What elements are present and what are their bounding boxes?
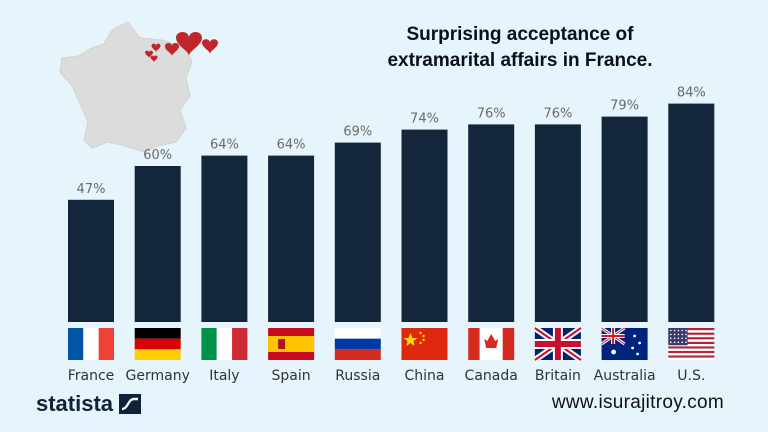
value-label-germany: 60% xyxy=(143,148,172,163)
value-labels-group: 47% 60% 64% 64% 69% 74% 76% 76% 79% 84% xyxy=(77,86,706,197)
website-url: www.isurajitroy.com xyxy=(551,392,724,413)
category-label-france: France xyxy=(68,368,115,384)
bar-china xyxy=(401,129,448,322)
category-label-britain: Britain xyxy=(535,368,581,384)
category-label-italy: Italy xyxy=(209,368,239,384)
value-label-france: 47% xyxy=(77,182,106,197)
category-label-germany: Germany xyxy=(126,368,190,384)
value-label-italy: 64% xyxy=(210,138,239,153)
bar-canada xyxy=(468,124,515,323)
britain-flag-icon xyxy=(533,325,583,363)
australia-flag-icon xyxy=(600,326,648,360)
bar-spain xyxy=(268,155,315,322)
value-label-britain: 76% xyxy=(543,106,572,121)
bar-australia xyxy=(601,116,648,322)
category-label-russia: Russia xyxy=(335,368,380,384)
category-label-u-s: U.S. xyxy=(677,368,705,384)
bar-italy xyxy=(201,155,248,322)
statista-logo: statista xyxy=(36,391,142,417)
flags-group xyxy=(68,325,715,363)
chart-title: Surprising acceptance of extramarital af… xyxy=(340,22,700,74)
category-label-china: China xyxy=(405,368,445,384)
bar-russia xyxy=(334,142,381,322)
bar-u-s xyxy=(668,103,715,322)
value-label-canada: 76% xyxy=(477,106,506,121)
canada-flag-icon xyxy=(468,328,515,360)
china-flag-icon xyxy=(401,328,448,360)
value-label-australia: 79% xyxy=(610,99,639,114)
bar-britain xyxy=(534,124,581,323)
category-label-canada: Canada xyxy=(465,368,518,384)
italy-flag-icon xyxy=(201,328,248,360)
bar-germany xyxy=(134,166,181,322)
hearts-icon xyxy=(145,31,218,62)
value-label-china: 74% xyxy=(410,112,439,127)
value-label-u-s: 84% xyxy=(677,86,706,101)
france-flag-icon xyxy=(68,328,114,360)
chart-title-line-1: Surprising acceptance of xyxy=(406,24,634,45)
category-labels-group: France Germany Italy Spain Russia China Canada… xyxy=(68,368,706,384)
bars-group xyxy=(68,103,715,323)
value-label-russia: 69% xyxy=(343,125,372,140)
france-map-icon xyxy=(59,21,193,153)
statista-mark-icon xyxy=(119,394,142,414)
spain-flag-icon xyxy=(268,328,315,360)
germany-flag-icon xyxy=(134,328,181,360)
chart-title-line-2: extramarital affairs in France. xyxy=(387,50,653,71)
source-label: statista xyxy=(36,391,114,416)
category-label-australia: Australia xyxy=(594,368,656,384)
bar-france xyxy=(68,199,114,322)
us-flag-icon xyxy=(668,328,715,360)
russia-flag-icon xyxy=(334,328,381,360)
value-label-spain: 64% xyxy=(277,138,306,153)
category-label-spain: Spain xyxy=(272,368,311,384)
